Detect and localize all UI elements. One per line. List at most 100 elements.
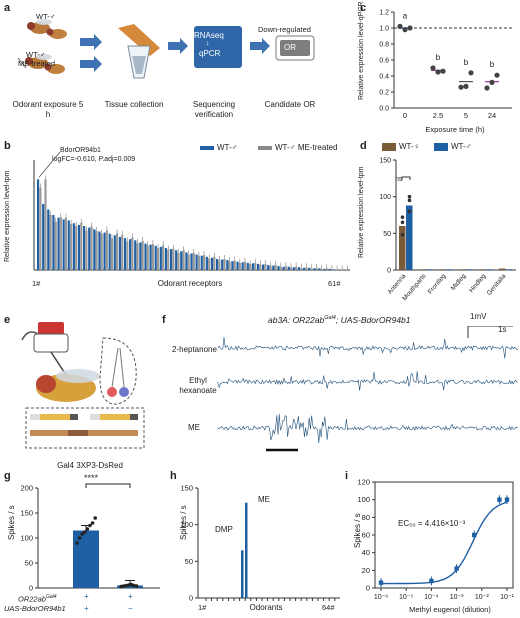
- bar: [289, 267, 293, 270]
- bar: [439, 269, 446, 270]
- x-tick-label: Midleg: [450, 272, 468, 291]
- b-legend-wt-male-me: WT-♂ ME-treated: [275, 143, 338, 152]
- panel-label-f: f: [162, 314, 166, 326]
- bar: [251, 263, 254, 270]
- bar: [282, 266, 285, 270]
- panel-label-b: b: [4, 140, 11, 152]
- f-scale-mv: 1mV: [470, 312, 487, 321]
- bar: [141, 240, 144, 270]
- g-row-label: UAS-BdorOR94b1: [4, 604, 66, 613]
- bar: [49, 215, 52, 270]
- bar: [277, 266, 280, 270]
- bar: [54, 221, 57, 270]
- bar: [313, 268, 316, 270]
- data-point: [400, 215, 405, 219]
- bar: [320, 268, 323, 270]
- bar: [245, 502, 248, 598]
- electrophysiology-diagram: [21, 322, 145, 449]
- bar: [218, 260, 221, 270]
- data-point: [497, 497, 502, 502]
- data-point: [85, 527, 90, 531]
- bar: [243, 261, 247, 270]
- bar: [175, 250, 178, 270]
- data-point: [77, 536, 82, 540]
- bar: [121, 234, 124, 270]
- bar: [80, 222, 83, 270]
- bar: [39, 187, 42, 270]
- data-point: [88, 523, 92, 528]
- arrow-icon: [250, 38, 270, 54]
- x-tick-label: 10⁻²: [475, 594, 489, 601]
- bar: [123, 238, 127, 270]
- y-tick-label: 50: [383, 231, 391, 238]
- bar: [238, 262, 241, 270]
- bar: [67, 220, 70, 270]
- bar: [131, 237, 134, 270]
- significance-letter: a: [403, 11, 408, 20]
- d-legend-male: WT-♂: [451, 142, 472, 151]
- panel-label-d: d: [360, 140, 367, 152]
- bar: [95, 230, 98, 270]
- h-x-first: 1#: [198, 603, 207, 612]
- panel-label-a: a: [4, 2, 11, 14]
- y-tick-label: 0: [387, 268, 391, 275]
- workflow-diagram: [17, 19, 315, 79]
- h-xlabel: Odorants: [234, 604, 298, 612]
- panel-label-h: h: [170, 470, 177, 482]
- bar: [231, 261, 234, 270]
- bar: [246, 262, 249, 270]
- bar: [302, 267, 306, 270]
- bar: [62, 219, 65, 270]
- fly-icon: [17, 54, 65, 74]
- bar: [44, 179, 47, 270]
- spike-traces: [217, 326, 518, 452]
- bar: [64, 217, 68, 270]
- chart-c: 0.0 0.2 0.4 0.6 0.8 1.0 1.2 0 a 2.5 b 5 b 24 b: [379, 10, 512, 120]
- bar: [259, 264, 262, 270]
- y-tick-label: 0.4: [379, 74, 389, 81]
- panel-label-g: g: [4, 470, 11, 482]
- b-x-last: 61#: [328, 279, 341, 288]
- bar: [297, 267, 301, 270]
- bar: [310, 268, 313, 270]
- bar: [151, 244, 154, 270]
- ns-bracket: [401, 176, 411, 180]
- bar: [202, 255, 206, 270]
- bar: [192, 252, 195, 270]
- bar: [262, 264, 265, 270]
- bar: [267, 265, 270, 270]
- x-tick-label: 10⁻⁵: [399, 594, 413, 601]
- bar: [279, 266, 282, 270]
- significance-letter: b: [490, 60, 495, 69]
- y-tick-label: 0.6: [379, 58, 389, 65]
- bar: [499, 268, 506, 270]
- data-point: [134, 584, 139, 588]
- bar: [287, 266, 290, 270]
- bar: [241, 262, 244, 270]
- bar: [486, 269, 493, 270]
- g-row-value: +: [128, 592, 133, 601]
- bar: [162, 245, 165, 270]
- bar: [200, 255, 203, 270]
- step-tissue-collection: Tissue collection: [104, 100, 164, 109]
- bar: [236, 261, 239, 270]
- d-ns: ns: [395, 176, 403, 183]
- bar: [159, 246, 162, 270]
- bar: [419, 269, 426, 270]
- bar: [72, 223, 75, 270]
- legend-swatch: [258, 146, 272, 150]
- spike-trace: [217, 371, 518, 391]
- fly-icon: [27, 19, 67, 39]
- y-tick-label: 0: [366, 584, 370, 593]
- bar: [226, 260, 229, 270]
- significance-letter: b: [464, 58, 469, 67]
- legend-swatch: [434, 143, 448, 151]
- bar: [116, 233, 119, 270]
- bar: [343, 269, 347, 270]
- x-tick-label: 10⁻¹: [500, 594, 514, 601]
- bar: [93, 229, 96, 270]
- bar: [69, 223, 73, 270]
- bar: [83, 226, 86, 270]
- bar: [180, 251, 183, 270]
- bar: [216, 259, 219, 270]
